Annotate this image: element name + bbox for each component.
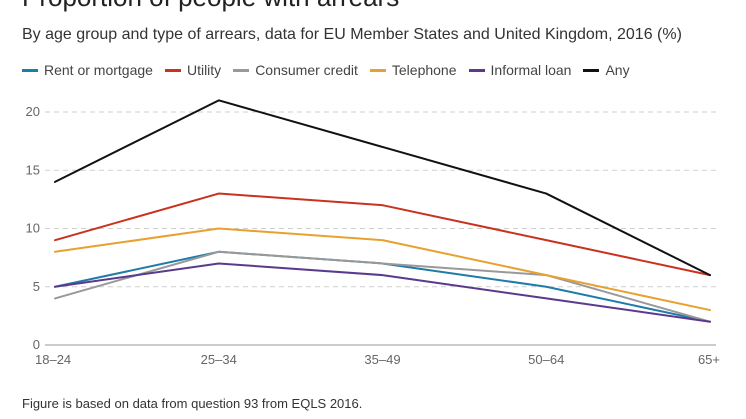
y-tick-label: 10 [26, 221, 40, 236]
grid-lines [45, 111, 716, 346]
legend-label: Informal loan [490, 62, 572, 78]
x-tick-label: 35–49 [364, 352, 400, 367]
legend-label: Telephone [391, 62, 457, 78]
x-tick-label: 50–64 [528, 352, 564, 367]
legend-item: Rent or mortgage [22, 62, 153, 78]
legend-item: Informal loan [468, 62, 572, 78]
y-tick-label: 20 [26, 104, 40, 119]
series-line-utility [54, 192, 711, 277]
legend-item: Utility [164, 62, 222, 78]
y-tick-label: 0 [33, 337, 40, 352]
legend-swatch [164, 68, 181, 72]
chart-legend: Rent or mortgage Utility Consumer credit Te… [22, 60, 642, 80]
x-tick-label: 65+ [698, 352, 720, 367]
x-tick-label: 18–24 [35, 352, 71, 367]
legend-item: Any [583, 62, 630, 78]
series-line-informal-loan [54, 262, 711, 323]
series-line-consumer-credit [54, 250, 711, 323]
legend-item: Telephone [369, 62, 457, 78]
legend-item: Consumer credit [233, 62, 358, 78]
y-tick-label: 5 [33, 279, 40, 294]
chart-title: Proportion of people with arrears [22, 0, 399, 12]
legend-swatch [22, 68, 38, 72]
legend-label: Utility [186, 62, 222, 78]
legend-label: Consumer credit [255, 62, 358, 78]
legend-label: Any [605, 62, 630, 78]
y-axis-ticks: 0 5 10 15 20 [26, 104, 40, 352]
legend-label: Rent or mortgage [44, 62, 153, 78]
legend-swatch [369, 68, 386, 72]
series-lines [54, 99, 711, 323]
y-tick-label: 15 [26, 162, 40, 177]
x-tick-label: 25–34 [201, 352, 237, 367]
chart-subtitle: By age group and type of arrears, data f… [22, 26, 682, 43]
series-line-any [54, 99, 711, 277]
chart-footnote: Figure is based on data from question 93… [22, 396, 363, 411]
x-axis-ticks: 18–24 25–34 35–49 50–64 65+ [35, 352, 720, 367]
legend-swatch [583, 68, 600, 72]
legend-swatch [468, 68, 485, 72]
legend-swatch [233, 68, 250, 72]
series-line-telephone [54, 227, 711, 312]
